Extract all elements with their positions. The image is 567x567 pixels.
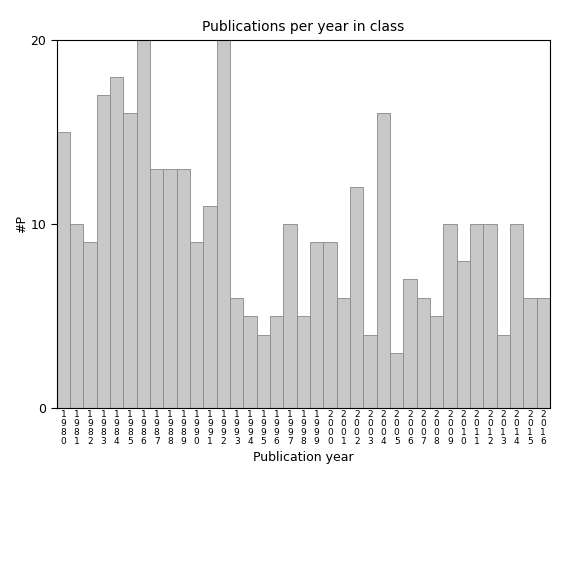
- Bar: [470, 224, 483, 408]
- Bar: [110, 77, 124, 408]
- Bar: [403, 279, 417, 408]
- Bar: [536, 298, 550, 408]
- Bar: [217, 40, 230, 408]
- Bar: [510, 224, 523, 408]
- Bar: [137, 40, 150, 408]
- Bar: [483, 224, 497, 408]
- Bar: [204, 205, 217, 408]
- Bar: [310, 242, 323, 408]
- Bar: [284, 224, 297, 408]
- Bar: [70, 224, 83, 408]
- Bar: [124, 113, 137, 408]
- Bar: [270, 316, 284, 408]
- Bar: [230, 298, 243, 408]
- X-axis label: Publication year: Publication year: [253, 451, 354, 464]
- Bar: [150, 168, 163, 408]
- Bar: [57, 132, 70, 408]
- Bar: [497, 335, 510, 408]
- Bar: [177, 168, 190, 408]
- Y-axis label: #P: #P: [15, 215, 28, 233]
- Bar: [417, 298, 430, 408]
- Bar: [297, 316, 310, 408]
- Bar: [523, 298, 536, 408]
- Bar: [390, 353, 403, 408]
- Bar: [456, 261, 470, 408]
- Bar: [430, 316, 443, 408]
- Bar: [97, 95, 110, 408]
- Title: Publications per year in class: Publications per year in class: [202, 20, 404, 35]
- Bar: [257, 335, 270, 408]
- Bar: [243, 316, 257, 408]
- Bar: [83, 242, 97, 408]
- Bar: [443, 224, 456, 408]
- Bar: [337, 298, 350, 408]
- Bar: [376, 113, 390, 408]
- Bar: [350, 187, 363, 408]
- Bar: [163, 168, 177, 408]
- Bar: [363, 335, 376, 408]
- Bar: [323, 242, 337, 408]
- Bar: [190, 242, 204, 408]
